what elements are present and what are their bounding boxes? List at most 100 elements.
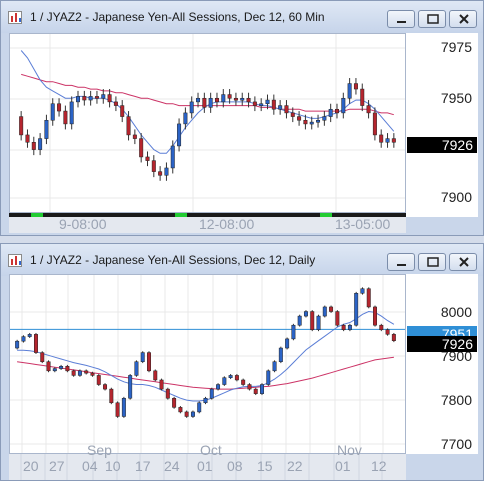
candle (316, 314, 321, 332)
candle-body (290, 112, 295, 117)
candle (353, 78, 358, 95)
candle-body (190, 411, 195, 417)
candle (253, 387, 258, 396)
candle (71, 369, 76, 377)
candle (372, 107, 377, 141)
candle-body (303, 119, 308, 125)
candle-body (183, 112, 188, 125)
minimize-icon (397, 21, 406, 23)
candle-body (379, 324, 384, 331)
candle-body (158, 171, 163, 176)
candle-body (354, 293, 359, 326)
candlestick-chart[interactable] (10, 275, 405, 453)
x-tick-label: 13-05:00 (335, 216, 391, 232)
candle (379, 323, 384, 332)
x-tick-label: 24 (164, 458, 180, 474)
candle-body (69, 101, 74, 125)
candle-body (227, 94, 232, 99)
candle (208, 92, 213, 113)
candle-body (88, 96, 93, 101)
candle (147, 351, 151, 373)
close-icon (459, 14, 469, 24)
candle (309, 116, 314, 130)
candlestick-chart[interactable] (10, 34, 405, 212)
candle-body (65, 366, 70, 372)
candle-body (63, 110, 68, 125)
candle-body (209, 388, 214, 399)
candle-body (271, 99, 276, 110)
candle-body (151, 160, 156, 172)
candle (107, 89, 112, 108)
candle-body (46, 361, 51, 372)
candle (115, 401, 120, 418)
minimize-button[interactable] (387, 10, 415, 28)
y-tick-label: 8000 (440, 304, 472, 320)
close-button[interactable] (449, 253, 477, 271)
candle-body (94, 96, 99, 99)
candle-body (196, 97, 201, 103)
candle (297, 111, 302, 126)
session-bar (9, 213, 406, 217)
candle-body (379, 134, 384, 143)
candle (214, 92, 219, 108)
candle-body (272, 361, 277, 372)
chart-window-60min[interactable]: 1 / JYAZ2 - Japanese Yen-All Sessions, D… (0, 0, 484, 236)
title-bar[interactable]: 1 / JYAZ2 - Japanese Yen-All Sessions, D… (1, 244, 483, 276)
candle-body (221, 94, 226, 103)
candle (271, 94, 276, 115)
price-plot-area[interactable] (9, 274, 406, 454)
minimize-button[interactable] (387, 253, 415, 271)
candle-body (44, 119, 49, 139)
candle (140, 351, 145, 364)
maximize-button[interactable] (418, 10, 446, 28)
candle-body (96, 375, 101, 385)
candle (15, 339, 20, 350)
candle-body (316, 315, 321, 331)
candle (285, 337, 290, 350)
candle (59, 364, 64, 370)
maximize-button[interactable] (418, 253, 446, 271)
chart-icon (8, 11, 22, 24)
chart-window-daily[interactable]: 1 / JYAZ2 - Japanese Yen-All Sessions, D… (0, 243, 484, 481)
close-button[interactable] (449, 10, 477, 28)
candle-body (278, 105, 283, 110)
y-tick-label: 7700 (440, 436, 472, 452)
x-tick-label: 22 (287, 458, 303, 474)
candle (165, 387, 170, 400)
candle-body (50, 103, 55, 121)
candle (341, 323, 346, 332)
price-plot-area[interactable] (9, 33, 406, 213)
candle-body (147, 352, 151, 372)
y-tick-label: 7975 (440, 39, 472, 55)
y-tick-label: 7950 (440, 90, 472, 106)
candle (57, 98, 62, 117)
candle-body (240, 97, 245, 101)
candle (322, 305, 327, 318)
candle-body (31, 142, 36, 150)
candle-body (178, 407, 183, 413)
candle-body (297, 116, 302, 121)
candle (303, 114, 308, 130)
time-axis[interactable]: 9-08:00 12-08:00 13-05:00 (9, 213, 406, 233)
candle-body (391, 138, 396, 143)
time-axis[interactable]: Sep Oct Nov 20 27 04 10 17 24 01 08 15 22 01 12 (9, 442, 406, 480)
minimize-icon (397, 264, 406, 266)
candle-body (165, 388, 170, 399)
candle (159, 378, 164, 391)
candle (227, 89, 232, 104)
candle-body (216, 384, 221, 390)
candle (88, 90, 93, 106)
candle (266, 369, 271, 386)
candle-body (189, 101, 194, 114)
candle (40, 351, 45, 364)
candle-body (172, 397, 177, 408)
candle-body (265, 99, 270, 104)
x-tick-label: 01 (335, 458, 351, 474)
candle-body (38, 138, 43, 150)
title-bar[interactable]: 1 / JYAZ2 - Japanese Yen-All Sessions, D… (1, 1, 483, 33)
price-axis[interactable]: 8000 7900 7800 7700 (406, 274, 478, 454)
candle-body (15, 340, 20, 349)
candle (259, 98, 264, 112)
candle-body (77, 370, 82, 376)
price-axis[interactable]: 7975 7950 7925 7900 (406, 33, 478, 217)
